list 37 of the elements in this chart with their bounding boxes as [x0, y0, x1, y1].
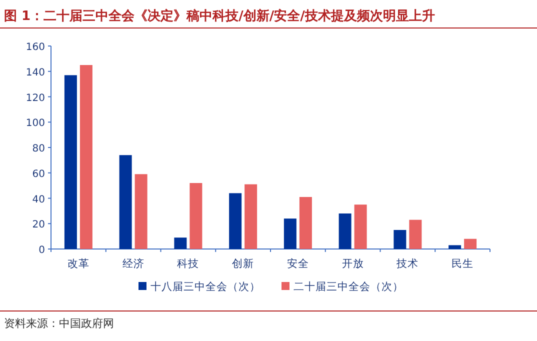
y-tick-label: 0	[38, 245, 45, 256]
bar	[448, 245, 462, 249]
bar	[409, 220, 422, 249]
x-tick-label: 科技	[177, 258, 200, 270]
bar	[134, 174, 148, 249]
y-tick-label: 80	[32, 144, 45, 154]
x-tick-label: 创新	[232, 257, 254, 270]
legend-label: 十八届三中全会（次）	[150, 280, 260, 293]
x-tick-label: 安全	[286, 257, 309, 270]
bar	[80, 65, 92, 249]
bar	[284, 218, 296, 249]
bar	[229, 193, 242, 249]
bar	[394, 230, 406, 249]
x-tick-label: 经济	[122, 257, 144, 270]
bar	[190, 183, 202, 249]
bar	[64, 75, 77, 249]
bar	[174, 238, 187, 249]
y-tick-label: 40	[32, 194, 45, 206]
x-tick-label: 民生	[452, 257, 474, 270]
text: 资料来源：中国政府网	[4, 317, 114, 330]
x-tick-label: 改革	[67, 257, 90, 270]
y-tick-label: 60	[32, 168, 45, 180]
bar	[299, 196, 312, 249]
y-tick-label: 140	[26, 67, 45, 78]
y-tick-label: 160	[26, 42, 45, 53]
legend-label: 二十届三中全会（次）	[294, 280, 404, 293]
y-tick-label: 20	[32, 220, 45, 231]
bar	[244, 184, 258, 249]
bar	[338, 213, 352, 249]
bar	[119, 155, 132, 249]
y-tick-label: 120	[26, 92, 45, 104]
bar	[464, 238, 477, 249]
bar	[354, 204, 367, 249]
title: 图 1：二十届三中全会《决定》稿中科技/创新/安全/技术提及频次明显上升	[4, 9, 435, 24]
x-tick-label: 技术	[396, 257, 419, 270]
x-tick-label: 开放	[342, 258, 364, 270]
y-tick-label: 100	[26, 118, 45, 130]
